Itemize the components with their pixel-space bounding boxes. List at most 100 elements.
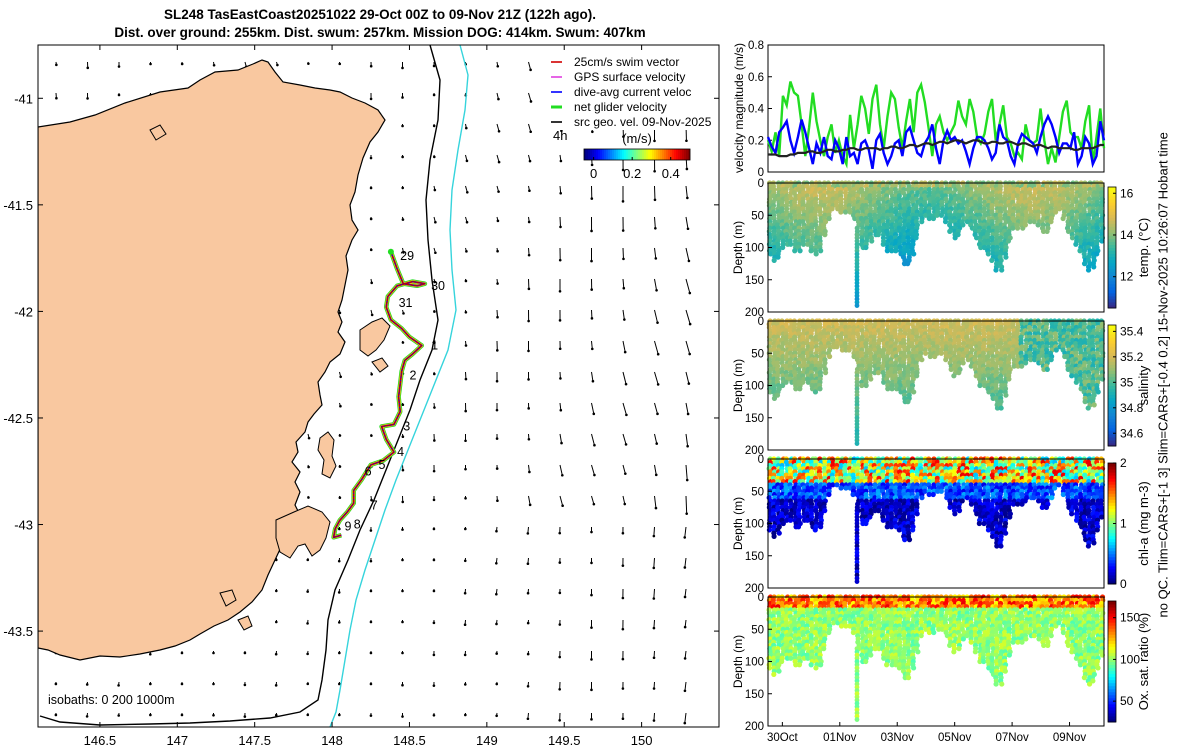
colorbar-swatch: [1108, 289, 1116, 294]
swim-vector: [363, 471, 367, 476]
swim-vector: [345, 511, 349, 514]
profile-sample: [1005, 238, 1012, 244]
colorbar-swatch: [620, 149, 623, 160]
y-tick-label: 0.8: [748, 40, 764, 52]
y-tick-label: 150: [745, 413, 764, 425]
profile-sample: [774, 392, 781, 398]
day-label: 4: [397, 445, 404, 459]
day-label: 6: [365, 464, 372, 478]
current-arrow-head: [432, 684, 436, 687]
current-arrow-head: [432, 155, 436, 159]
current-arrow-head: [86, 66, 90, 70]
swim-vector: [386, 310, 389, 314]
current-arrow-head: [561, 504, 564, 508]
current-arrow-head: [180, 713, 184, 717]
colorbar-swatch: [1108, 421, 1116, 426]
current-arrow-head: [369, 529, 373, 532]
glider-track: [331, 248, 428, 540]
colorbar-tick-label: 35.4: [1120, 324, 1144, 338]
colorbar-swatch: [1108, 241, 1116, 245]
profile-sample: [1060, 215, 1066, 222]
current-arrow-head: [558, 623, 562, 626]
colorbar-swatch: [1108, 295, 1116, 300]
x-tick-label: 147.5: [238, 733, 271, 748]
current-arrow-head: [529, 130, 533, 134]
swim-vector: [357, 482, 361, 485]
colorbar-swatch: [1108, 397, 1116, 402]
current-arrow: [684, 588, 687, 598]
profile-sample: [906, 537, 913, 543]
current-arrow-head: [307, 465, 310, 469]
current-arrow-head: [465, 190, 469, 194]
current-arrow-head: [369, 589, 373, 593]
colorbar-swatch: [618, 149, 621, 160]
current-arrow-head: [685, 512, 688, 515]
current-arrow-head: [558, 687, 561, 691]
current-arrow-head: [656, 321, 659, 324]
colorbar-swatch: [658, 149, 661, 160]
current-arrow-head: [338, 62, 342, 66]
swim-vector: [351, 502, 355, 506]
current-arrow-head: [590, 688, 593, 692]
freycinet-peninsula: [359, 317, 391, 357]
colorbar-tick-label: 0: [590, 166, 597, 181]
current-arrow-head: [526, 621, 530, 625]
legend-box: [547, 54, 712, 130]
y-tick-label: 50: [751, 348, 764, 360]
profile-sample: [838, 209, 844, 215]
colorbar-swatch: [1108, 247, 1116, 252]
current-arrow-head: [401, 620, 404, 624]
current-arrow-head: [496, 282, 499, 285]
current-arrow-head: [338, 465, 342, 468]
colorbar-swatch: [1108, 361, 1116, 365]
current-arrow-head: [369, 651, 373, 655]
profile-sample: [1035, 222, 1041, 228]
current-arrow-head: [652, 534, 656, 538]
colorbar-frame: [583, 148, 691, 161]
colorbar-swatch: [1108, 367, 1116, 371]
current-arrow-head: [274, 713, 278, 717]
profile-sample: [875, 370, 882, 376]
current-arrow-head: [338, 434, 342, 437]
profile-sample: [993, 267, 999, 273]
current-arrow-head: [337, 591, 341, 594]
current-arrow-head: [527, 220, 531, 224]
colorbar-swatch: [1108, 370, 1116, 374]
colorbar-swatch: [1108, 286, 1116, 291]
current-arrow: [685, 464, 688, 481]
current-arrow: [685, 402, 689, 415]
colorbar-swatch: [632, 149, 635, 160]
current-arrow: [559, 433, 563, 444]
profile-sample: [1044, 366, 1050, 372]
colorbar-swatch: [634, 149, 637, 160]
colorbar-swatch: [1108, 415, 1116, 420]
y-tick-label: 100: [745, 243, 764, 255]
colorbar-swatch: [584, 149, 587, 160]
current-arrow-head: [55, 63, 58, 67]
swim-vector: [380, 459, 384, 463]
current-arrow-head: [401, 155, 404, 159]
current-arrow-head: [496, 249, 499, 253]
current-arrow-head: [529, 68, 532, 72]
current-arrow-head: [559, 377, 562, 380]
swim-vector: [368, 464, 372, 469]
current-arrow-head: [369, 620, 373, 624]
current-arrow-head: [337, 559, 341, 563]
current-arrow-head: [463, 623, 467, 627]
current-arrow-head: [401, 124, 404, 128]
current-arrow-head: [369, 248, 373, 252]
current-arrow: [654, 216, 656, 229]
current-arrow-head: [590, 561, 593, 565]
current-arrow-head: [559, 225, 562, 229]
current-arrow-head: [85, 683, 89, 686]
current-arrow-head: [369, 186, 373, 190]
current-arrow-head: [653, 139, 656, 143]
current-arrow-head: [117, 93, 121, 97]
colorbar-swatch: [1108, 223, 1116, 227]
colorbar-swatch: [684, 149, 687, 160]
swim-vector: [353, 487, 357, 491]
current-arrow-head: [432, 713, 436, 717]
profile-sample: [889, 248, 895, 254]
swim-vector: [397, 284, 402, 287]
current-arrow-head: [622, 286, 626, 290]
